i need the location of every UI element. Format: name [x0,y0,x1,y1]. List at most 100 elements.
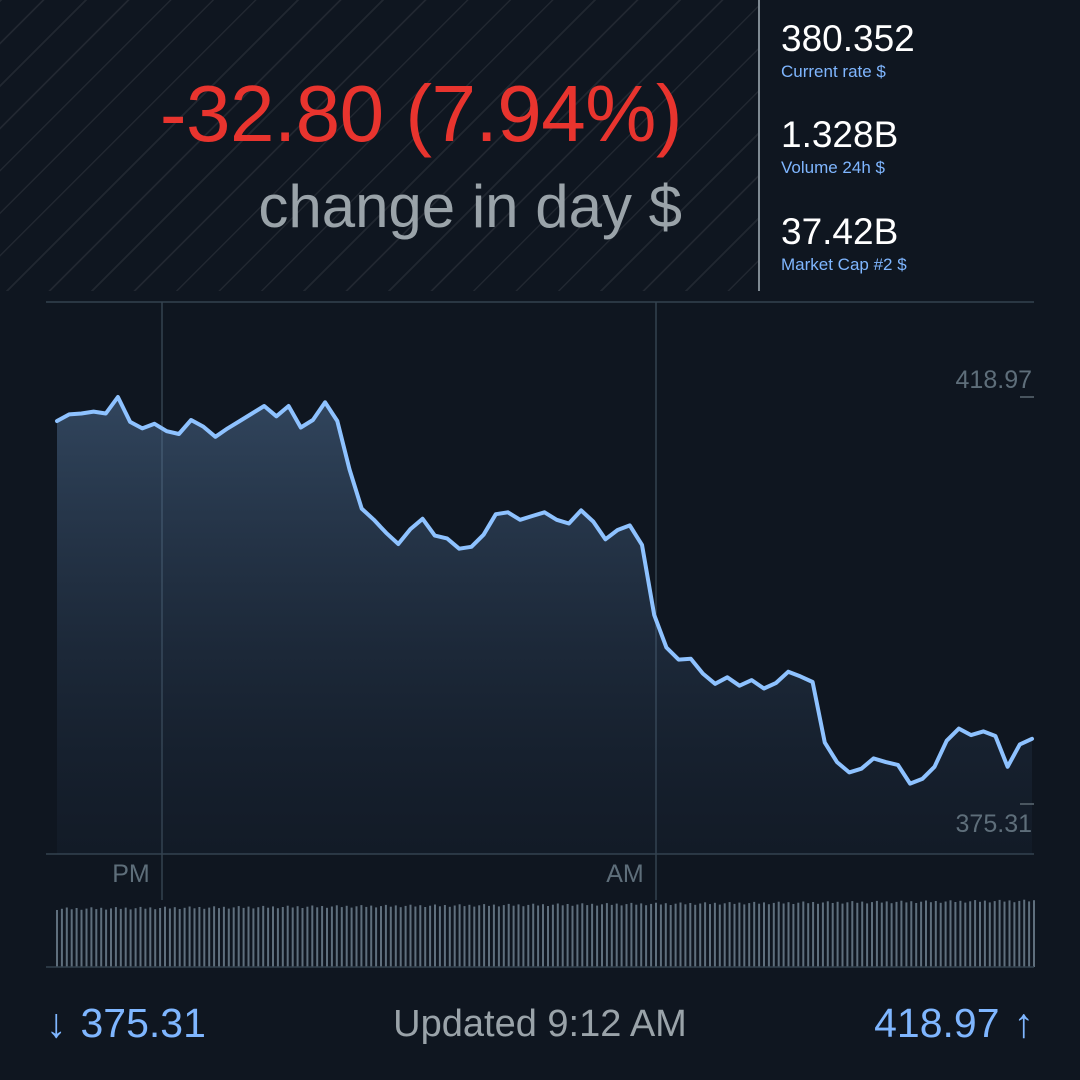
volume-bar [75,908,78,967]
volume-bar [782,903,785,967]
volume-bar [281,907,284,967]
volume-bar [910,901,913,967]
volume-bar [370,905,373,967]
updated-prefix: Updated [393,1003,537,1045]
volume-bar [178,909,181,967]
volume-bar [384,904,387,967]
volume-bar [517,904,520,967]
volume-bar [105,909,108,967]
volume-bar [522,906,525,967]
day-change-value: -32.80 (7.94%) [159,69,683,158]
volume-24h-label: Volume 24h $ [781,158,885,177]
volume-bar [149,907,152,967]
volume-bar [763,902,765,967]
volume-bar [497,906,500,967]
volume-bar [969,901,972,967]
volume-bar [659,904,662,967]
volume-bar [831,903,834,967]
updated-timestamp: Updated 9:12 AM [0,1003,1080,1046]
volume-bar [527,904,530,967]
volume-bar [591,903,594,967]
volume-bar [85,908,88,967]
volume-bar [959,900,962,967]
current-rate-value: 380.352 [781,18,915,59]
header-divider [758,0,760,291]
volume-bar [704,902,707,967]
max-tick-label: 418.97 [956,366,1032,394]
volume-bar [1018,900,1021,967]
arrow-down-icon: ↓ [46,1000,67,1046]
volume-bar [983,900,986,967]
volume-bar [227,908,230,967]
updated-time: 9:12 AM [547,1003,687,1045]
volume-bar [1003,901,1006,967]
volume-bar [547,906,549,967]
volume-bar [650,903,653,967]
stat-volume-24h: 1.328B Volume 24h $ [781,115,898,179]
pm-label: PM [112,860,150,888]
volume-bar [468,904,471,967]
volume-bar [478,905,481,967]
volume-bar [880,902,883,967]
volume-bar [483,904,486,967]
arrow-up-icon: ↑ [1013,1000,1035,1046]
volume-bar [934,901,937,967]
volume-bar [620,905,623,967]
volume-bar [532,903,535,967]
volume-bar [640,903,643,967]
volume-bar [237,906,240,967]
volume-bar [394,905,397,967]
volume-bar [758,903,761,967]
volume-bar [979,901,981,967]
volume-bar [335,905,338,967]
volume-bar [571,905,574,967]
volume-bar [488,905,490,967]
volume-bar [596,905,599,967]
volume-bar [399,907,402,967]
volume-bar [920,901,923,967]
volume-bars [56,899,1035,967]
volume-bar [856,902,859,967]
volume-bar [709,904,711,967]
day-high-value: 418.97 ↑ [874,1000,1034,1047]
volume-bar [655,902,657,967]
volume-bar [355,906,358,967]
volume-bar [414,906,417,967]
volume-bar [551,904,554,967]
volume-bar [100,907,103,967]
volume-bar [448,906,451,967]
volume-bar [188,906,191,967]
volume-bar [159,908,162,967]
volume-bar [291,907,294,967]
volume-bar [929,902,932,967]
price-chart[interactable]: 418.97 375.31 PM AM [0,290,1080,980]
volume-bar [144,908,147,967]
volume-bar [168,908,171,967]
volume-bar [998,899,1001,967]
volume-24h-value: 1.328B [781,114,899,155]
volume-bar [286,905,289,967]
volume-bar [262,905,265,967]
volume-bar [610,904,613,967]
volume-bar [949,900,952,967]
volume-bar [365,906,368,967]
change-summary-panel: -32.80 (7.94%) change in day $ [0,0,758,291]
volume-bar [895,901,898,967]
volume-bar [296,906,299,967]
volume-bar [95,909,98,967]
volume-bar [871,902,873,967]
volume-bar [787,902,790,967]
volume-bar [728,902,731,967]
stat-current-rate: 380.352 Current rate $ [781,19,915,83]
volume-bar [974,900,977,967]
volume-bar [885,901,888,967]
price-line [55,395,1034,786]
volume-bar [380,906,382,967]
volume-bar [988,902,991,967]
volume-bar [502,905,505,967]
volume-bar [723,903,726,967]
volume-bar [183,907,186,967]
volume-bar [993,901,996,967]
volume-bar [301,908,304,967]
volume-bar [340,907,343,967]
